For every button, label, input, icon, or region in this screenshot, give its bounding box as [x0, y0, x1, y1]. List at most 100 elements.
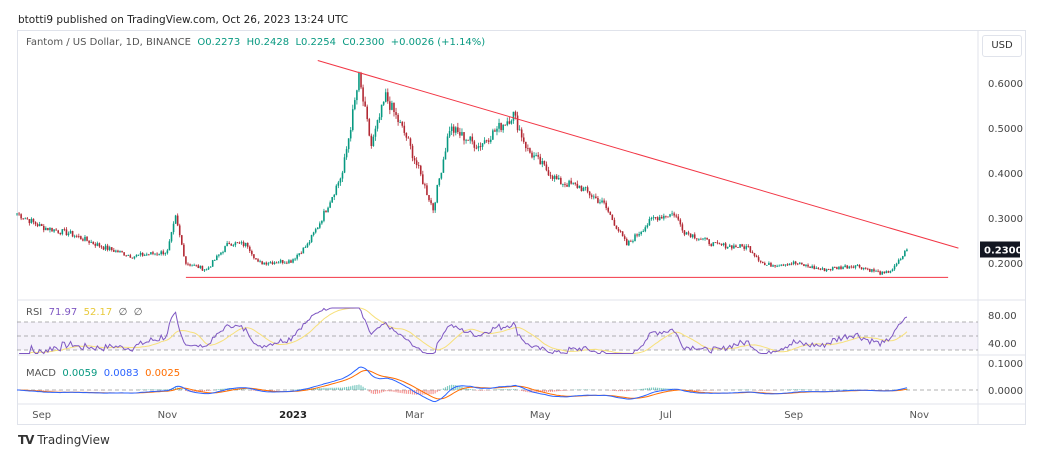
candle-body [813, 266, 816, 269]
candle-body [267, 263, 270, 265]
candle-body [442, 159, 445, 173]
macd-legend: MACD 0.0059 0.0083 0.0025 [26, 368, 180, 379]
macd-histogram-bar [238, 388, 241, 390]
candle-body [257, 259, 259, 262]
macd-histogram-bar [350, 386, 352, 390]
candle-body [339, 178, 342, 183]
macd-histogram-bar [210, 390, 212, 391]
candle-body [805, 264, 807, 267]
candle-body [492, 130, 494, 140]
candle-body [897, 259, 900, 264]
macd-histogram-bar [389, 390, 391, 392]
candle-body [366, 106, 368, 120]
candle-body [557, 178, 560, 180]
macd-histogram-bar [381, 390, 383, 393]
candle-body [735, 245, 737, 248]
candle-body [593, 196, 595, 198]
candle-body [527, 148, 529, 149]
candle-body [145, 254, 148, 256]
candle-body [582, 187, 585, 192]
macd-histogram-bar [403, 390, 405, 394]
candle-body [786, 264, 789, 266]
candle-body [671, 213, 673, 215]
macd-histogram-bar [436, 390, 438, 393]
macd-histogram-bar [584, 389, 587, 390]
candle-body [168, 241, 171, 251]
candle-body [619, 231, 622, 232]
candle-body [238, 242, 241, 244]
candle-body [432, 203, 434, 211]
candle-body [784, 264, 787, 266]
macd-histogram-bar [451, 384, 453, 390]
candle-body [265, 262, 268, 265]
tradingview-logo[interactable]: TV TradingView [18, 433, 110, 447]
macd-histogram-bar [696, 390, 698, 392]
candle-body [133, 256, 136, 259]
candle-body [226, 243, 228, 247]
macd-histogram-bar [432, 390, 434, 395]
candle-body [150, 252, 152, 255]
candle-body [205, 269, 208, 271]
macd-histogram-bar [387, 390, 389, 392]
candle-body [906, 249, 908, 252]
symbol-label[interactable]: Fantom / US Dollar, 1D, BINANCE [26, 37, 191, 48]
candle-body [514, 111, 517, 116]
candle-body [71, 231, 74, 237]
currency-button[interactable]: USD [982, 35, 1022, 57]
candle-body [82, 239, 84, 241]
macd-histogram-bar [315, 388, 317, 390]
macd-label: MACD [26, 368, 56, 379]
macd-histogram-bar [790, 389, 793, 390]
candle-body [59, 232, 62, 235]
candle-body [852, 266, 855, 268]
candle-body [512, 111, 515, 121]
candle-body [846, 265, 848, 269]
candle-body [504, 124, 507, 126]
close-value: C0.2300 [342, 37, 385, 48]
candle-body [337, 182, 340, 186]
macd-histogram-bar [154, 389, 156, 390]
candle-body [525, 141, 527, 149]
candle-body [801, 262, 803, 265]
candle-body [681, 224, 684, 231]
candle-body [757, 257, 760, 261]
candle-body [617, 228, 620, 232]
candle-body [475, 147, 478, 149]
candle-body [691, 234, 694, 238]
time-tick-label: Nov [158, 410, 178, 421]
candle-body [347, 138, 350, 150]
macd-histogram-bar [652, 387, 655, 390]
candle-body [321, 220, 323, 224]
macd-histogram-bar [799, 389, 801, 390]
candle-body [642, 231, 645, 233]
candle-body [294, 258, 296, 260]
chart-frame[interactable] [17, 30, 1026, 425]
candle-body [683, 230, 686, 235]
candle-body [636, 234, 638, 236]
macd-tick-label: 0.0000 [988, 386, 1023, 397]
candle-body [203, 269, 206, 271]
candle-body [75, 235, 78, 237]
candle-body [710, 244, 713, 246]
candle-body [763, 263, 766, 266]
candle-body [749, 246, 752, 253]
candle-body [201, 265, 204, 271]
candle-body [555, 175, 558, 180]
macd-histogram-bar [617, 390, 620, 392]
candle-body [745, 246, 748, 249]
macd-histogram-bar [640, 388, 642, 390]
macd-histogram-bar [393, 390, 395, 392]
candle-body [18, 213, 20, 215]
candle-body [866, 268, 869, 270]
candle-body [440, 172, 443, 179]
candle-body [628, 240, 630, 246]
candle-body [831, 267, 834, 270]
macd-tick-label: 0.1000 [988, 359, 1023, 370]
last-price-badge [980, 241, 1020, 258]
macd-histogram-bar [694, 390, 696, 392]
macd-histogram-bar [337, 387, 339, 390]
candle-body [246, 242, 249, 247]
macd-histogram-bar [397, 390, 399, 393]
candle-body [615, 225, 618, 229]
